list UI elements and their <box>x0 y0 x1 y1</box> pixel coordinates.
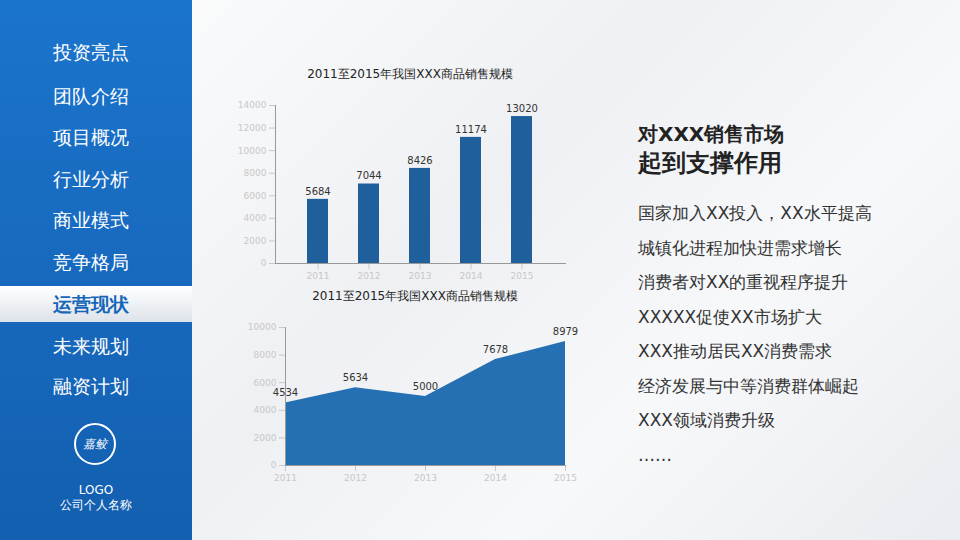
svg-text:11174: 11174 <box>455 124 487 135</box>
html-text:LOGO: LOGO <box>78 483 114 497</box>
html-text:XXXXX促使XX市场扩大: XXXXX促使XX市场扩大 <box>638 306 822 327</box>
svg-text:2014: 2014 <box>484 473 507 483</box>
html-text:起到支撑作用: 起到支撑作用 <box>638 149 782 177</box>
svg-text:5000: 5000 <box>413 381 438 392</box>
svg-text:12000: 12000 <box>238 123 267 133</box>
svg-text:2000: 2000 <box>244 236 267 246</box>
html-text:商业模式: 商业模式 <box>53 209 129 231</box>
svg-text:4534: 4534 <box>273 387 298 398</box>
svg-text:7678: 7678 <box>483 344 508 355</box>
svg-text:2000: 2000 <box>254 433 277 443</box>
svg-text:7044: 7044 <box>356 170 381 181</box>
html-text:项目概况: 项目概况 <box>53 126 129 148</box>
svg-text:2013: 2013 <box>414 473 437 483</box>
svg-text:8426: 8426 <box>407 155 432 166</box>
html-text:投资亮点: 投资亮点 <box>53 41 129 63</box>
html-text:融资计划: 融资计划 <box>53 375 129 397</box>
svg-text:6000: 6000 <box>254 378 277 388</box>
svg-text:14000: 14000 <box>238 100 267 110</box>
svg-text:10000: 10000 <box>238 146 267 156</box>
html-text:经济发展与中等消费群体崛起: 经济发展与中等消费群体崛起 <box>638 375 859 396</box>
html-text:XXX推动居民XX消费需求: XXX推动居民XX消费需求 <box>638 341 833 361</box>
svg-text:13020: 13020 <box>506 103 538 114</box>
svg-text:2015: 2015 <box>554 473 577 483</box>
svg-text:4000: 4000 <box>244 213 267 223</box>
svg-text:5634: 5634 <box>343 372 368 383</box>
html-text:行业分析: 行业分析 <box>53 168 129 190</box>
html-text:未来规划: 未来规划 <box>53 335 129 357</box>
svg-text:2011: 2011 <box>307 271 330 281</box>
svg-text:8000: 8000 <box>254 350 277 360</box>
svg-text:4000: 4000 <box>254 405 277 415</box>
svg-text:0: 0 <box>271 460 277 470</box>
html-text:2011至2015年我国XXX商品销售规模: 2011至2015年我国XXX商品销售规模 <box>307 67 513 81</box>
svg-text:8979: 8979 <box>553 326 578 337</box>
svg-text:5684: 5684 <box>305 186 330 197</box>
html-text:国家加入XX投入，XX水平提高: 国家加入XX投入，XX水平提高 <box>638 203 872 223</box>
html-text:嘉鲛: 嘉鲛 <box>83 437 107 451</box>
svg-text:2011: 2011 <box>274 473 297 483</box>
svg-text:0: 0 <box>261 258 267 268</box>
svg-text:6000: 6000 <box>244 191 267 201</box>
html-text:运营现状: 运营现状 <box>53 293 129 315</box>
html-text:2011至2015年我国XXX商品销售规模: 2011至2015年我国XXX商品销售规模 <box>312 289 518 303</box>
svg-text:2012: 2012 <box>344 473 367 483</box>
svg-text:2013: 2013 <box>409 271 432 281</box>
html-text:对XXX销售市场: 对XXX销售市场 <box>638 122 785 146</box>
svg-text:8000: 8000 <box>244 168 267 178</box>
svg-text:2015: 2015 <box>511 271 534 281</box>
svg-text:2012: 2012 <box>358 271 381 281</box>
html-text:城镇化进程加快进需求增长: 城镇化进程加快进需求增长 <box>638 237 842 258</box>
html-text:XXX领域消费升级: XXX领域消费升级 <box>638 410 775 430</box>
html-text:团队介绍: 团队介绍 <box>53 85 129 107</box>
html-text:消费者对XX的重视程序提升: 消费者对XX的重视程序提升 <box>638 272 849 292</box>
html-text:公司个人名称: 公司个人名称 <box>60 498 132 512</box>
html-text:竞争格局: 竞争格局 <box>53 251 129 273</box>
svg-text:2014: 2014 <box>460 271 483 281</box>
svg-text:10000: 10000 <box>248 322 277 332</box>
